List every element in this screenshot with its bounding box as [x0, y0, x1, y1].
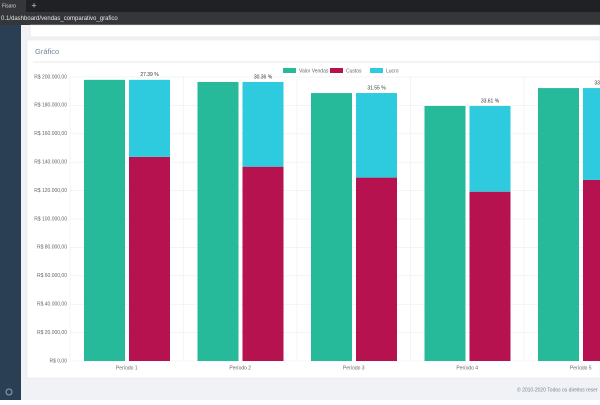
sidebar	[0, 25, 21, 400]
tab-title: Fisaro	[2, 3, 16, 9]
bar	[242, 166, 284, 361]
bar	[424, 105, 466, 361]
percent-label: 33.61 %	[481, 98, 500, 104]
y-tick-label: R$ 0,00	[49, 358, 67, 364]
legend-swatch	[330, 68, 343, 73]
x-tick-label: Período 2	[229, 365, 251, 371]
bar	[583, 88, 600, 180]
percent-label: 27.39 %	[140, 72, 159, 78]
percent-label: 31.55 %	[367, 85, 386, 91]
legend-label: Custos	[346, 68, 362, 74]
y-tick-label: R$ 20.000,00	[37, 330, 67, 336]
bar	[583, 179, 600, 361]
bar	[84, 79, 125, 361]
y-tick-label: R$ 60.000,00	[37, 273, 67, 279]
y-tick-label: R$ 100.000,00	[34, 216, 67, 222]
bar	[242, 81, 284, 167]
footer: © 2010-2020 Todos os direitos reser	[517, 386, 598, 393]
x-tick-label: Período 1	[116, 365, 138, 371]
x-tick-label: Período 4	[456, 365, 478, 371]
tab-strip	[0, 0, 600, 12]
bar	[469, 105, 511, 192]
tab[interactable]	[0, 0, 26, 12]
bar	[356, 177, 397, 361]
legend-swatch	[283, 68, 296, 73]
x-tick-label: Período 5	[570, 365, 592, 371]
percent-label: 30.36 %	[254, 74, 273, 80]
legend-label: Lucro	[386, 68, 399, 74]
bar	[469, 191, 511, 361]
bar	[538, 88, 579, 362]
power-icon[interactable]	[5, 388, 13, 396]
new-tab[interactable]: +	[31, 0, 36, 10]
percent-label: 33.66 %	[594, 80, 600, 86]
y-tick-label: R$ 140.000,00	[34, 160, 67, 166]
bar	[129, 156, 170, 361]
bar	[311, 93, 352, 362]
y-tick-label: R$ 40.000,00	[37, 302, 67, 308]
bar	[129, 79, 170, 157]
address-bar	[0, 12, 600, 25]
legend-swatch	[370, 68, 383, 73]
y-tick-label: R$ 80.000,00	[37, 245, 67, 251]
y-tick-label: R$ 120.000,00	[34, 188, 67, 194]
y-tick-label: R$ 160.000,00	[34, 131, 67, 137]
x-tick-label: Período 3	[343, 365, 365, 371]
panel-title: Gráfico	[35, 47, 59, 56]
y-tick-label: R$ 200.000,00	[34, 74, 67, 80]
top-card	[29, 24, 600, 38]
url[interactable]: 0.1/dashboard/vendas_comparativo_grafico	[1, 16, 118, 22]
bar	[356, 93, 397, 178]
bar	[197, 81, 239, 361]
y-tick-label: R$ 180.000,00	[34, 103, 67, 109]
chart: R$ 0,00 R$ 20.000,00 R$ 40.000,00 R$ 60.000…	[34, 68, 600, 371]
legend-label: Valor Vendas	[299, 68, 329, 74]
